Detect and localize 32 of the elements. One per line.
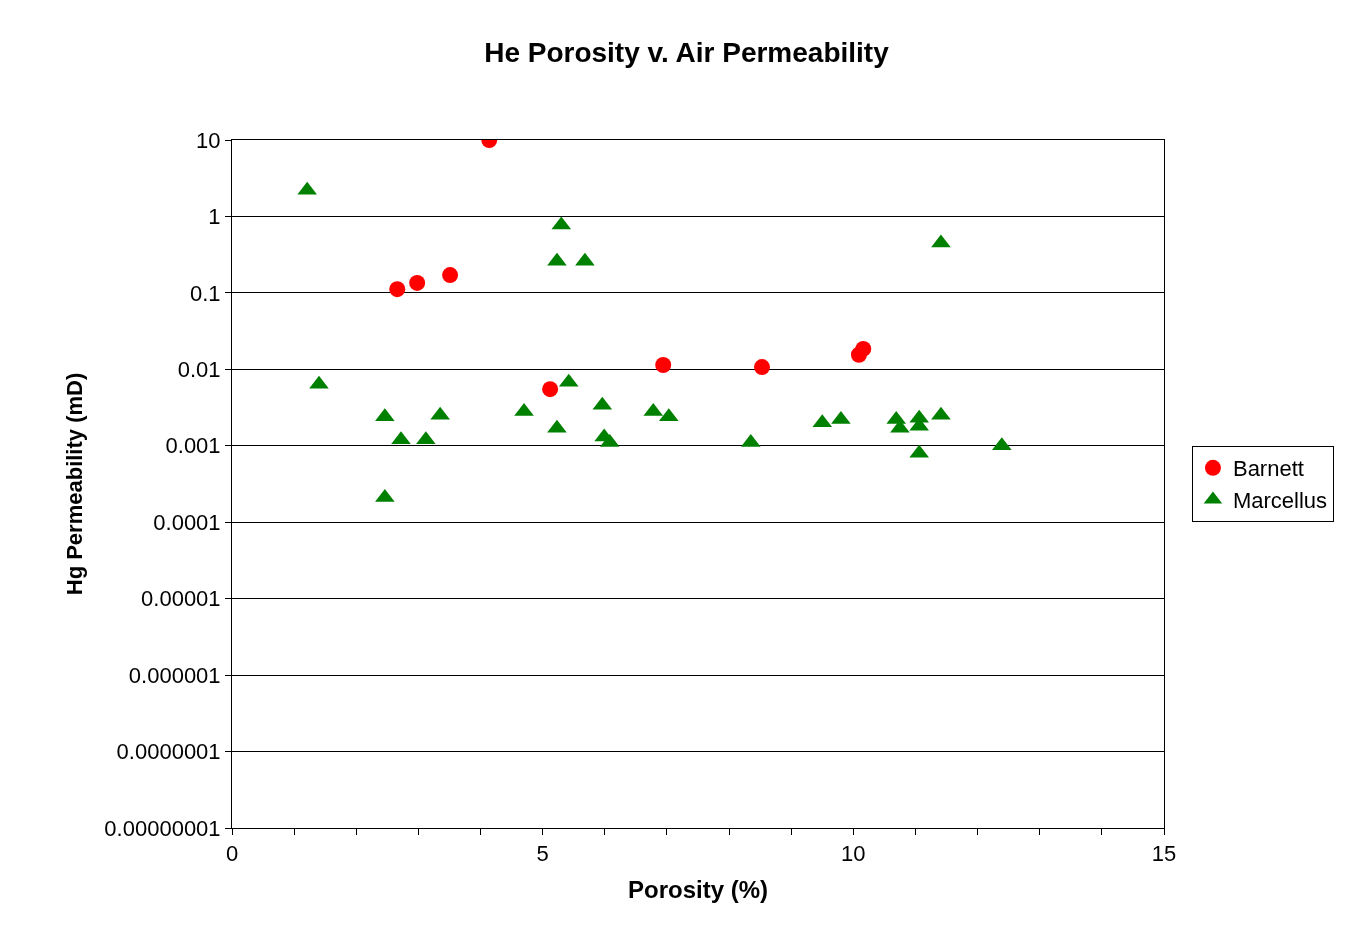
y-axis-title: Hg Permeability (mD) <box>62 372 88 596</box>
y-tick-label: 0.0000001 <box>116 739 221 765</box>
chart-title: He Porosity v. Air Permeability <box>484 37 890 69</box>
x-tick-label: 5 <box>536 841 549 867</box>
y-tick-label: 0.1 <box>190 280 221 306</box>
point <box>547 252 567 266</box>
y-tick-label: 0.01 <box>177 357 221 383</box>
point <box>430 406 450 420</box>
y-tick-label: 0.000001 <box>128 662 221 688</box>
point <box>655 356 672 373</box>
x-axis-title: Porosity (%) <box>627 875 769 903</box>
x-tick-label: 10 <box>841 841 866 867</box>
y-tick-label: 0.00001 <box>141 586 221 612</box>
y-tick-label: 0.00000001 <box>104 815 221 841</box>
point <box>931 234 951 248</box>
point <box>909 444 929 458</box>
x-tick-label: 0 <box>225 841 239 867</box>
legend-label: Marcellus <box>1232 487 1328 513</box>
legend-label: Barnett <box>1232 456 1304 482</box>
point <box>992 437 1012 451</box>
y-tick-label: 1 <box>208 204 221 230</box>
point <box>309 375 329 389</box>
point <box>297 181 317 195</box>
x-tick-label: 15 <box>1151 841 1177 867</box>
y-tick-label: 0.0001 <box>153 509 221 535</box>
point <box>931 406 951 420</box>
point <box>855 340 872 357</box>
point <box>575 252 595 266</box>
point <box>409 274 426 291</box>
y-tick-label: 0.001 <box>165 433 221 459</box>
point <box>547 419 567 433</box>
y-tick-label: 10 <box>196 127 221 153</box>
